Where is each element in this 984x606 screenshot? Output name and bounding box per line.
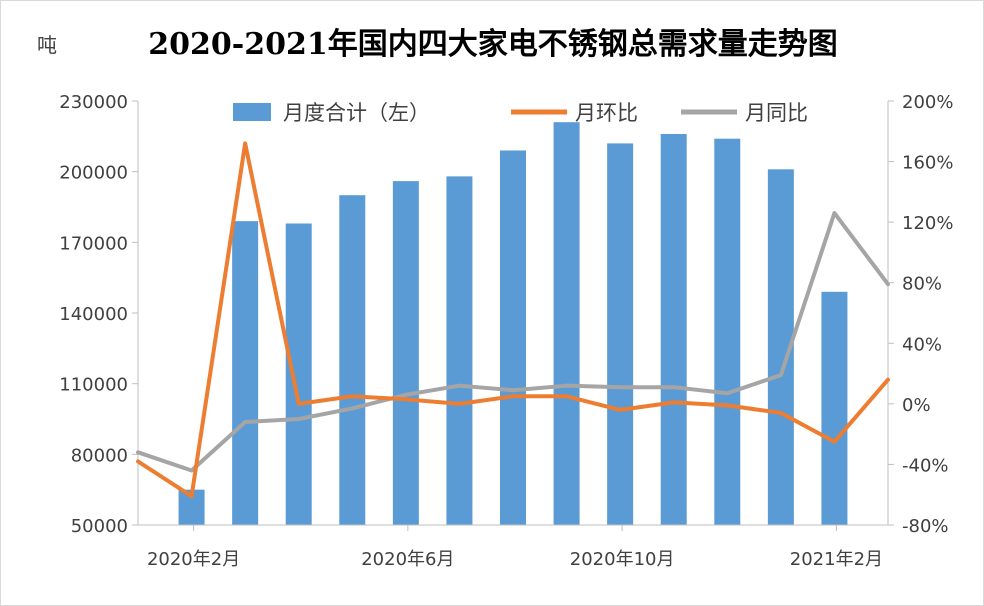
left-tick-label: 80000 bbox=[71, 445, 128, 466]
x-tick-label: 2020年6月 bbox=[361, 549, 454, 570]
series-line-mom bbox=[136, 141, 890, 499]
series-line-yoy bbox=[136, 211, 890, 473]
left-tick-label: 140000 bbox=[59, 304, 128, 325]
right-tick-label: 80% bbox=[902, 274, 942, 295]
x-tick-label: 2020年2月 bbox=[147, 549, 240, 570]
y-axis-unit: 吨 bbox=[37, 33, 57, 57]
right-tick-label: 200% bbox=[902, 92, 953, 113]
left-tick-label: 200000 bbox=[59, 163, 128, 184]
right-tick-label: 160% bbox=[902, 153, 953, 174]
bar-2020-12 bbox=[714, 138, 741, 525]
x-tick-label: 2020年10月 bbox=[570, 549, 675, 570]
bar-2021-02 bbox=[821, 291, 848, 525]
legend-label: 月度合计（左） bbox=[283, 101, 430, 125]
legend-swatch-bar bbox=[233, 103, 271, 121]
bar-2020-03 bbox=[232, 221, 259, 525]
legend-label: 月环比 bbox=[575, 101, 638, 125]
bar-2020-07 bbox=[446, 176, 473, 525]
bar-2020-06 bbox=[392, 181, 419, 526]
legend-label: 月同比 bbox=[745, 101, 808, 125]
bar-2020-09 bbox=[553, 122, 580, 525]
left-tick-label: 170000 bbox=[59, 233, 128, 254]
left-tick-label: 110000 bbox=[59, 375, 128, 396]
right-tick-label: 0% bbox=[902, 395, 931, 416]
bar-2020-05 bbox=[339, 195, 366, 525]
bar-2020-08 bbox=[500, 150, 526, 525]
right-tick-label: 40% bbox=[902, 334, 942, 355]
left-tick-label: 230000 bbox=[59, 92, 128, 113]
chart-title: 2020-2021年国内四大家电不锈钢总需求量走势图 bbox=[148, 27, 838, 62]
right-tick-label: 120% bbox=[902, 213, 953, 234]
left-tick-label: 50000 bbox=[71, 516, 128, 537]
bar-2020-11 bbox=[660, 133, 687, 525]
right-tick-label: -80% bbox=[902, 516, 949, 537]
x-tick-label: 2021年2月 bbox=[790, 549, 883, 570]
bar-2020-10 bbox=[607, 143, 634, 525]
bar-2020-04 bbox=[285, 223, 312, 525]
right-tick-label: -40% bbox=[902, 455, 949, 476]
